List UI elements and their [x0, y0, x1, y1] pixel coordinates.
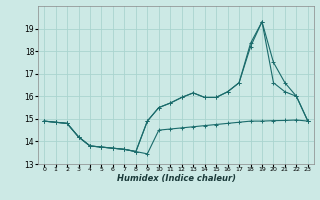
X-axis label: Humidex (Indice chaleur): Humidex (Indice chaleur) [116, 174, 236, 183]
